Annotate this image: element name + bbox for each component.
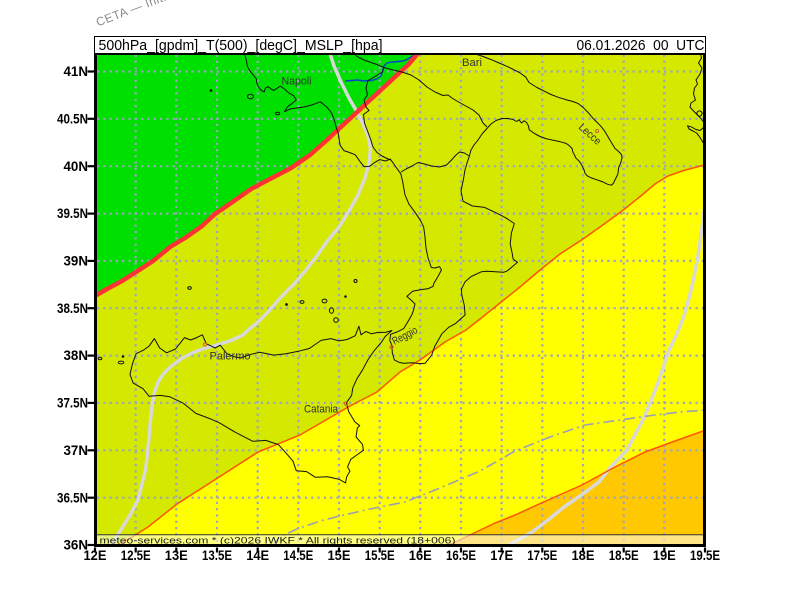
- svg-text:06.01.2026 00 UTC: 06.01.2026 00 UTC: [577, 38, 705, 54]
- svg-text:40N: 40N: [64, 159, 89, 174]
- svg-text:40.5N: 40.5N: [57, 111, 88, 126]
- svg-text:500hPa_[gpdm]_T(500)_[degC]_MS: 500hPa_[gpdm]_T(500)_[degC]_MSLP_[hpa]: [99, 38, 383, 54]
- svg-text:13E: 13E: [165, 548, 188, 563]
- svg-text:19E: 19E: [653, 548, 676, 563]
- svg-text:38N: 38N: [64, 348, 89, 363]
- svg-text:37.5N: 37.5N: [57, 396, 88, 411]
- svg-text:15E: 15E: [328, 548, 351, 563]
- svg-text:14.5E: 14.5E: [283, 548, 313, 563]
- svg-text:36.5N: 36.5N: [57, 490, 88, 505]
- svg-text:38.5N: 38.5N: [57, 301, 88, 316]
- svg-text:15.5E: 15.5E: [365, 548, 395, 563]
- svg-text:17E: 17E: [490, 548, 513, 563]
- svg-text:16E: 16E: [409, 548, 432, 563]
- svg-text:meteo-services.com * (c)2026 I: meteo-services.com * (c)2026 IWKF * All …: [100, 535, 456, 546]
- svg-text:12.5E: 12.5E: [121, 548, 151, 563]
- svg-text:18E: 18E: [572, 548, 595, 563]
- svg-text:12E: 12E: [84, 548, 107, 563]
- svg-text:13.5E: 13.5E: [202, 548, 232, 563]
- svg-text:14E: 14E: [246, 548, 269, 563]
- svg-text:Bari: Bari: [462, 57, 482, 69]
- svg-text:37N: 37N: [64, 443, 89, 458]
- svg-text:19.5E: 19.5E: [690, 548, 720, 563]
- svg-text:16.5E: 16.5E: [446, 548, 476, 563]
- svg-text:41N: 41N: [64, 64, 89, 79]
- svg-text:Palermo: Palermo: [210, 351, 251, 363]
- svg-text:Catania: Catania: [304, 404, 338, 416]
- svg-text:18.5E: 18.5E: [609, 548, 639, 563]
- svg-text:17.5E: 17.5E: [527, 548, 557, 563]
- svg-text:Napoli: Napoli: [282, 76, 312, 88]
- svg-text:39N: 39N: [64, 254, 89, 269]
- svg-text:36N: 36N: [64, 538, 89, 553]
- svg-text:39.5N: 39.5N: [57, 206, 88, 221]
